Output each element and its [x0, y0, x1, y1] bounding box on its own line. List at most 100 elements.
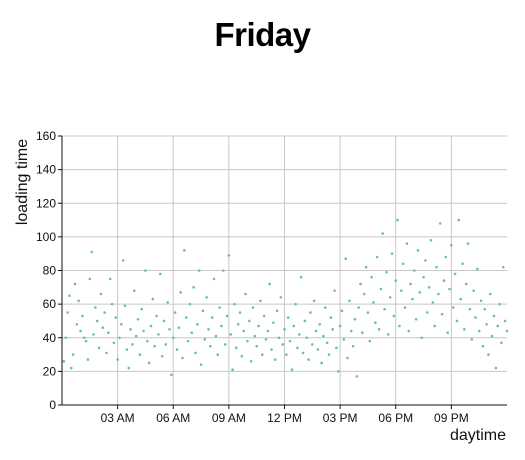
scatter-point: [490, 334, 494, 338]
scatter-point: [147, 361, 151, 365]
scatter-point: [188, 302, 192, 306]
scatter-point: [442, 279, 446, 282]
scatter-point: [166, 301, 169, 304]
scatter-point: [361, 331, 364, 335]
scatter-point: [199, 363, 203, 366]
scatter-point: [86, 358, 90, 361]
scatter-point: [145, 339, 149, 343]
scatter-point: [220, 324, 223, 328]
scatter-point: [505, 329, 509, 333]
scatter-point: [190, 331, 194, 335]
scatter-point: [201, 309, 205, 313]
scatter-point: [400, 289, 403, 292]
scatter-point: [131, 343, 134, 346]
scatter-point: [455, 319, 459, 323]
scatter-point: [158, 272, 162, 276]
scatter-point: [283, 328, 286, 331]
scatter-point: [500, 341, 503, 345]
scatter-point: [229, 333, 233, 336]
scatter-point: [207, 328, 210, 331]
scatter-point: [121, 259, 125, 262]
scatter-point: [492, 314, 496, 318]
scatter-point: [476, 267, 479, 271]
scatter-point: [498, 302, 501, 306]
scatter-point: [105, 351, 108, 355]
scatter-point: [398, 324, 401, 328]
scatter-point: [338, 324, 342, 328]
scatter-point: [95, 319, 99, 323]
scatter-point: [236, 323, 240, 326]
scatter-point: [425, 311, 429, 314]
scatter-point: [264, 338, 268, 341]
scatter-point: [118, 336, 121, 340]
scatter-point: [461, 262, 464, 266]
scatter-point: [177, 326, 181, 329]
x-tick-label: 09 AM: [212, 411, 246, 425]
scatter-point: [251, 306, 255, 309]
scatter-point: [485, 323, 488, 326]
scatter-point: [231, 368, 234, 371]
scatter-point: [262, 314, 266, 318]
scatter-point: [299, 275, 303, 279]
scatter-point: [468, 307, 472, 311]
scatter-point: [322, 334, 325, 338]
scatter-point: [323, 306, 327, 309]
scatter-point: [375, 255, 379, 259]
y-tick-label: 140: [36, 163, 56, 177]
scatter-point: [374, 321, 377, 324]
scatter-point: [192, 286, 195, 289]
scatter-point: [474, 316, 477, 319]
y-tick-label: 120: [36, 196, 56, 210]
scatter-point: [348, 299, 351, 303]
scatter-point: [346, 356, 349, 360]
scatter-point: [301, 351, 305, 355]
scatter-point: [501, 265, 505, 269]
scatter-point: [79, 329, 82, 333]
scatter-point: [259, 299, 262, 303]
scatter-point: [260, 353, 264, 356]
scatter-point: [171, 336, 175, 340]
scatter-point: [451, 306, 455, 309]
x-axis-ticks: 03 AM 06 AM 09 AM 12 PM 03 PM 06 PM 09 PM: [101, 405, 469, 425]
scatter-point: [214, 334, 218, 338]
scatter-point: [270, 348, 273, 351]
scatter-point: [242, 329, 246, 333]
scatter-point: [437, 292, 440, 296]
scatter-point: [496, 324, 500, 328]
scatter-point: [286, 316, 290, 319]
scatter-point: [99, 292, 103, 296]
scatter-point: [357, 306, 360, 309]
scatter-point: [179, 291, 182, 294]
scatter-point: [197, 269, 201, 272]
scatter-point: [487, 353, 490, 356]
scatter-point: [62, 359, 66, 363]
scatter-point: [205, 296, 208, 299]
scatter-point: [372, 301, 375, 304]
scatter-point: [320, 361, 323, 365]
scatter-point: [435, 265, 438, 269]
scatter-point: [244, 292, 247, 296]
scatter-point: [483, 307, 487, 311]
scatter-point: [387, 333, 390, 336]
scatter-point: [123, 304, 127, 308]
scatter-point: [66, 311, 69, 314]
scatter-point: [303, 319, 307, 323]
scatter-point: [463, 328, 466, 331]
scatter-point: [459, 297, 462, 301]
scatter-point: [175, 348, 179, 351]
scatter-point: [457, 218, 461, 222]
scatter-point: [194, 351, 197, 355]
scatter-point: [385, 270, 388, 274]
scatter-point: [446, 331, 449, 335]
scatter-point: [329, 316, 333, 319]
scatter-point: [84, 339, 88, 343]
x-tick-label: 12 PM: [267, 411, 302, 425]
scatter-point: [183, 249, 186, 252]
scatter-point: [479, 299, 483, 303]
scatter-point: [477, 329, 481, 333]
scatter-point: [77, 299, 80, 303]
scatter-point: [212, 277, 216, 281]
scatter-point: [381, 232, 385, 235]
scatter-point: [73, 282, 77, 286]
